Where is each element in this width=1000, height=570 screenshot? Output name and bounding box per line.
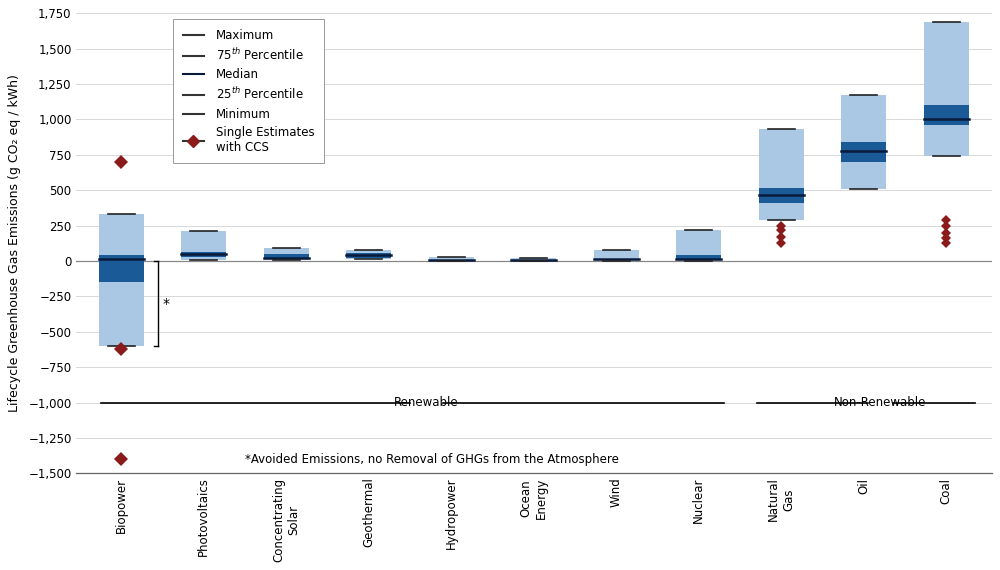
- Legend: Maximum, 75$^{th}$ Percentile, Median, 25$^{th}$ Percentile, Minimum, Single Est: Maximum, 75$^{th}$ Percentile, Median, 2…: [173, 19, 324, 164]
- Bar: [924, 22, 969, 156]
- Bar: [511, 258, 556, 260]
- Bar: [346, 253, 391, 258]
- Bar: [346, 250, 391, 259]
- Bar: [676, 255, 721, 260]
- Bar: [594, 259, 639, 260]
- Bar: [924, 105, 969, 125]
- Bar: [676, 230, 721, 260]
- Bar: [841, 95, 886, 189]
- Bar: [429, 259, 474, 260]
- Bar: [181, 231, 226, 260]
- Bar: [759, 188, 804, 203]
- Bar: [99, 255, 144, 282]
- Bar: [594, 250, 639, 260]
- Bar: [264, 254, 309, 259]
- Y-axis label: Lifecycle Greenhouse Gas Emissions (g CO₂ eq / kWh): Lifecycle Greenhouse Gas Emissions (g CO…: [8, 75, 21, 412]
- Bar: [429, 257, 474, 260]
- Bar: [841, 142, 886, 162]
- Text: Non-Renewable: Non-Renewable: [834, 396, 926, 409]
- Text: Renewable: Renewable: [394, 396, 459, 409]
- Text: *Avoided Emissions, no Removal of GHGs from the Atmosphere: *Avoided Emissions, no Removal of GHGs f…: [245, 453, 619, 466]
- Bar: [99, 214, 144, 346]
- Bar: [181, 252, 226, 258]
- Bar: [759, 129, 804, 220]
- Bar: [264, 249, 309, 260]
- Text: *: *: [163, 296, 170, 311]
